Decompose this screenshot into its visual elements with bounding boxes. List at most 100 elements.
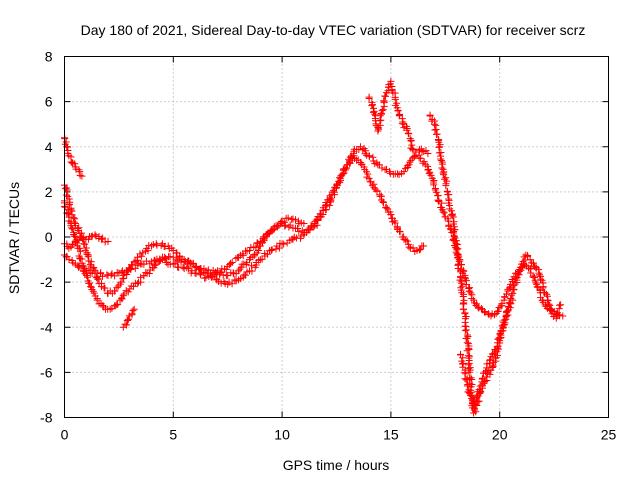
data-point-trace (217, 268, 225, 276)
series-track-f (61, 214, 308, 282)
data-point-trace (442, 182, 450, 190)
data-point-trace (470, 398, 478, 406)
data-point-trace (327, 195, 335, 203)
data-point-trace (64, 210, 72, 218)
data-point-trace (70, 230, 78, 238)
data-point-trace (71, 160, 79, 168)
data-point-trace (439, 208, 447, 216)
data-point-trace (259, 234, 267, 242)
data-point-trace (453, 240, 461, 248)
data-point (106, 305, 114, 313)
y-tick-label: -4 (40, 319, 53, 335)
data-point-trace (396, 228, 404, 236)
data-point-trace (473, 300, 481, 308)
data-point-trace (378, 110, 386, 118)
data-point-trace (274, 222, 282, 230)
data-point (526, 256, 534, 264)
data-point-trace (113, 284, 121, 292)
data-point (430, 120, 438, 128)
data-point-trace (284, 214, 292, 222)
data-point-trace (462, 335, 470, 343)
data-point-trace (84, 253, 92, 261)
data-point-trace (395, 112, 403, 120)
data-point-trace (545, 300, 553, 308)
data-point-trace (76, 171, 84, 179)
data-point-trace (481, 368, 489, 376)
data-point-trace (227, 259, 235, 267)
data-point (502, 312, 510, 320)
data-point-trace (268, 246, 276, 254)
data-point (267, 247, 275, 255)
data-point-trace (489, 350, 497, 358)
data-point-trace (546, 301, 554, 309)
data-point-trace (239, 252, 247, 260)
x-tick-label: 25 (601, 427, 617, 443)
data-point-trace (75, 236, 83, 244)
data-point (465, 389, 473, 397)
data-point-trace (262, 231, 270, 239)
x-tick-label: 20 (492, 427, 508, 443)
data-point-trace (439, 160, 447, 168)
series-track-h (426, 111, 565, 417)
data-point (78, 172, 86, 180)
data-point-trace (440, 209, 448, 217)
data-point-trace (415, 246, 423, 254)
data-point (400, 168, 408, 176)
data-point-trace (322, 205, 330, 213)
data-point (128, 310, 136, 318)
data-point-trace (97, 269, 105, 277)
data-point-trace (459, 354, 467, 362)
data-point-trace (410, 152, 418, 160)
data-point-trace (417, 154, 425, 162)
data-point-trace (437, 155, 445, 163)
data-point-trace (138, 252, 146, 260)
data-point-trace (479, 374, 487, 382)
data-point-trace (490, 311, 498, 319)
y-tick-label: -6 (40, 364, 53, 380)
data-point (420, 242, 428, 250)
data-point-trace (530, 273, 538, 281)
data-point-trace (379, 106, 387, 114)
data-point-trace (445, 221, 453, 229)
data-point (78, 233, 86, 241)
data-point-trace (123, 321, 131, 329)
data-point-trace (152, 240, 160, 248)
data-point-trace (81, 240, 89, 248)
data-point-trace (70, 232, 78, 240)
data-point-trace (129, 307, 137, 315)
data-point-trace (539, 284, 547, 292)
data-point-trace (248, 262, 256, 270)
data-point-trace (494, 335, 502, 343)
data-point-trace (393, 170, 401, 178)
data-point-trace (544, 297, 552, 305)
data-point-trace (331, 191, 339, 199)
data-point-trace (92, 274, 100, 282)
data-point-trace (179, 263, 187, 271)
data-point-trace (183, 264, 191, 272)
series-track-e (119, 305, 138, 331)
data-point-trace (118, 295, 126, 303)
data-point-trace (99, 302, 107, 310)
data-point-trace (101, 284, 109, 292)
data-point-trace (313, 221, 321, 229)
data-point-trace (494, 307, 502, 315)
y-tick-label: -2 (40, 274, 53, 290)
series-track-i (456, 296, 517, 408)
data-point-trace (405, 243, 413, 251)
data-point-trace (407, 136, 415, 144)
data-point-trace (556, 301, 564, 309)
data-point (235, 267, 243, 275)
data-point (245, 247, 253, 255)
data-point-trace (462, 326, 470, 334)
data-point (126, 285, 134, 293)
y-tick-label: 8 (45, 49, 53, 65)
data-point-trace (364, 170, 372, 178)
data-point-trace (378, 164, 386, 172)
data-point-trace (498, 300, 506, 308)
data-point-trace (113, 269, 121, 277)
data-point-trace (326, 201, 334, 209)
data-point-trace (465, 365, 473, 373)
data-point-trace (380, 97, 388, 105)
data-point-trace (536, 271, 544, 279)
data-point-trace (409, 244, 417, 252)
